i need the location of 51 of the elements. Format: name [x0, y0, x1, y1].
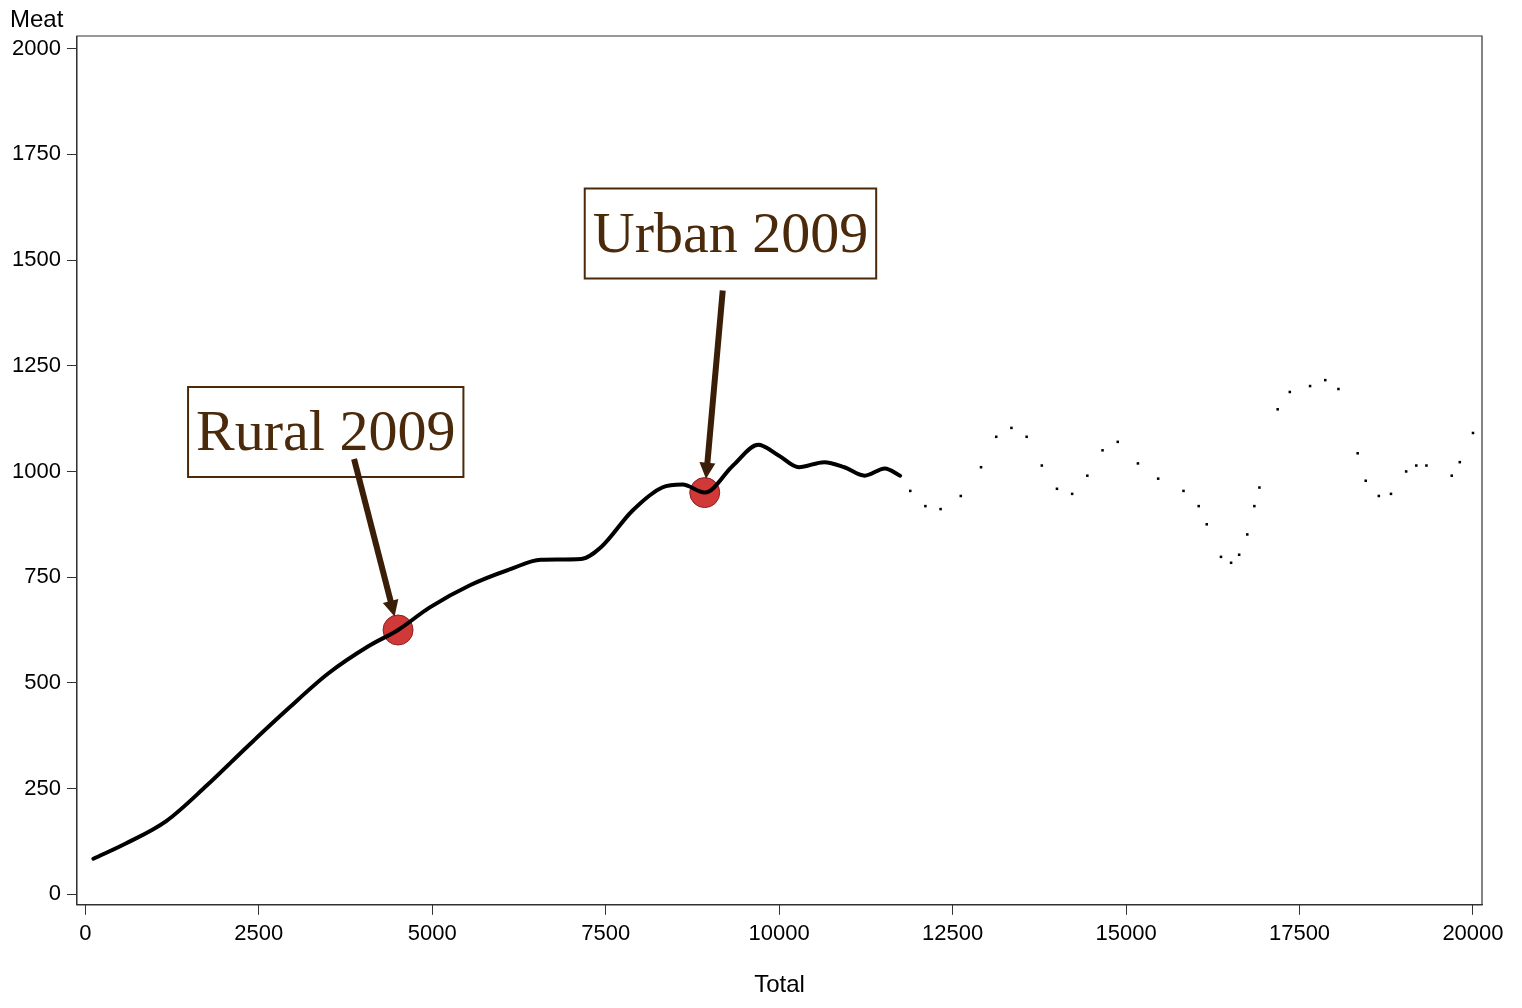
- y-tick-label: 1500: [11, 246, 61, 272]
- point: [994, 435, 998, 439]
- x-tick-label: 12500: [921, 920, 984, 946]
- point: [908, 489, 912, 493]
- y-tick-label: 0: [48, 880, 61, 906]
- x-tick-label: 2500: [234, 920, 284, 946]
- x-tick-label: 17500: [1268, 920, 1331, 946]
- point: [1450, 474, 1454, 477]
- point: [1136, 462, 1140, 465]
- point: [1205, 523, 1209, 526]
- point: [979, 465, 983, 469]
- point: [1323, 378, 1327, 382]
- point: [1101, 449, 1104, 452]
- y-tick-label: 2000: [11, 34, 61, 60]
- point: [1197, 504, 1200, 508]
- y-tick-label: 250: [24, 774, 61, 800]
- point: [1404, 470, 1408, 473]
- point: [1156, 477, 1160, 480]
- point: [1415, 464, 1418, 467]
- x-axis-title: Total: [754, 970, 805, 998]
- y-axis-title: Meat: [10, 4, 64, 32]
- annotation: Urban 2009: [592, 199, 869, 265]
- x-tick-label: 5000: [407, 920, 457, 946]
- y-tick-label: 1000: [11, 457, 61, 483]
- point: [1253, 504, 1256, 508]
- point: [1276, 408, 1279, 411]
- point: [1364, 479, 1367, 483]
- point: [1086, 474, 1089, 477]
- point: [1356, 452, 1359, 455]
- annotation: Rural 2009: [196, 398, 456, 464]
- x-tick-label: 20000: [1442, 920, 1504, 946]
- point: [1237, 553, 1241, 557]
- point: [1337, 387, 1340, 391]
- x-tick-label: 15000: [1095, 920, 1157, 946]
- point: [1258, 486, 1261, 489]
- point: [1116, 440, 1119, 444]
- point: [924, 504, 927, 508]
- x-tick-label: 7500: [581, 920, 631, 946]
- point: [1025, 435, 1028, 439]
- point: [1010, 426, 1013, 430]
- y-tick-label: 500: [24, 668, 61, 694]
- x-tick-label: 10000: [748, 920, 810, 946]
- x-tick-label: 0: [79, 920, 92, 946]
- y-tick-label: 1750: [11, 140, 61, 166]
- y-tick-label: 750: [24, 563, 61, 589]
- point: [1425, 464, 1428, 467]
- point: [1040, 464, 1044, 467]
- point: [939, 507, 942, 511]
- y-tick-label: 1250: [11, 351, 61, 377]
- point: [1182, 489, 1185, 493]
- point: [1246, 533, 1249, 536]
